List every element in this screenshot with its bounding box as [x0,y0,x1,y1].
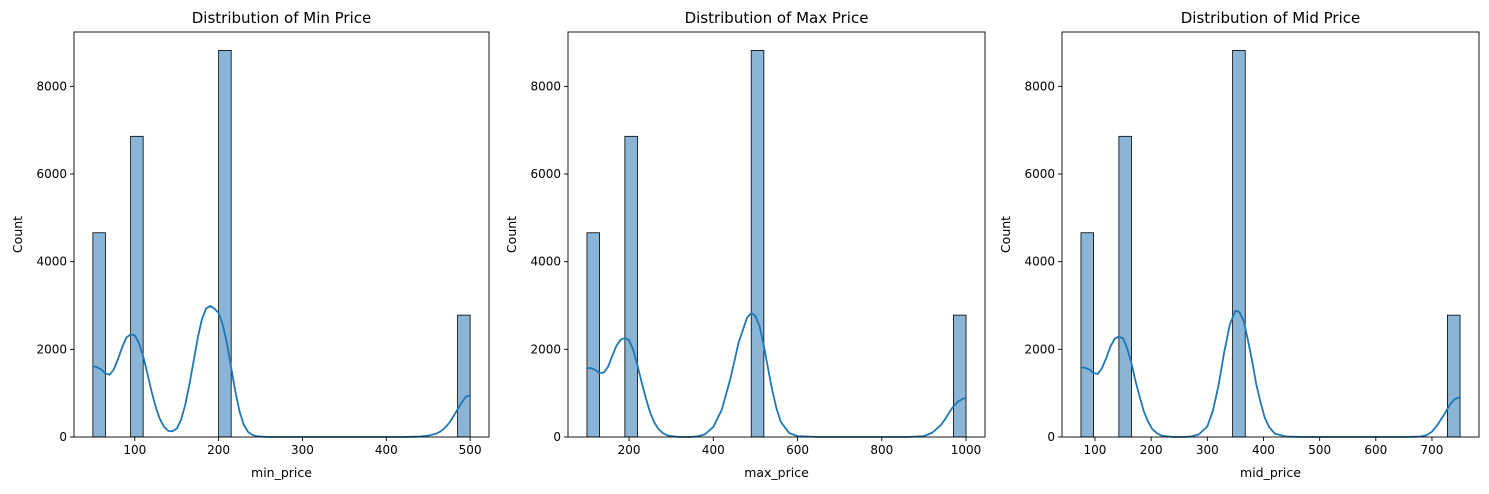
x-tick-label: 500 [1308,443,1331,457]
x-tick-label: 400 [702,443,725,457]
y-tick-label: 8000 [1024,79,1055,93]
histogram-bar [92,232,106,438]
y-tick-label: 0 [1047,430,1055,444]
y-tick-label: 6000 [530,167,561,181]
x-tick-label: 600 [1364,443,1387,457]
x-axis-label: mid_price [1240,465,1301,480]
histogram-bar [1447,314,1461,438]
histogram-bar [1232,50,1246,438]
kde-line [91,305,472,438]
x-tick-label: 300 [291,443,314,457]
x-axis-label: min_price [251,465,312,480]
y-tick-label: 2000 [1024,342,1055,356]
y-tick-label: 6000 [1024,167,1055,181]
x-tick-label: 500 [459,443,482,457]
y-axis-label: Count [998,216,1013,253]
x-axis-label: max_price [744,465,809,480]
kde-line [1080,309,1461,438]
x-tick-label: 400 [375,443,398,457]
histogram-bar [624,135,638,438]
histogram-bar [1080,232,1094,438]
y-tick-label: 8000 [36,79,67,93]
x-tick-label: 1000 [951,443,982,457]
y-tick-label: 4000 [36,255,67,269]
y-axis-label: Count [504,216,519,253]
x-tick-label: 100 [1084,443,1107,457]
chart-title: Distribution of Min Price [192,9,371,27]
x-tick-label: 300 [1196,443,1219,457]
histogram-bar [750,50,765,438]
histogram-bar [218,50,232,438]
x-tick-label: 600 [786,443,809,457]
chart-title: Distribution of Max Price [685,9,869,27]
x-tick-label: 200 [207,443,230,457]
x-tick-label: 100 [123,443,146,457]
y-tick-label: 4000 [1024,255,1055,269]
histogram-bar [457,314,471,438]
axes-frame [73,31,490,438]
y-axis-label: Count [10,216,25,253]
histogram-bar [953,314,967,438]
y-tick-label: 6000 [36,167,67,181]
x-tick-label: 700 [1421,443,1444,457]
chart-panel-3: 100 200 300 400 500 600 700 0 2000 4000 6000 8000 Di… [998,9,1480,480]
y-tick-label: 4000 [530,255,561,269]
y-tick-label: 2000 [36,342,67,356]
chart-panel-1: 100 200 300 400 500 0 2000 4000 6000 8000 Distribu… [10,9,490,480]
histogram-bar [586,232,600,438]
axes-frame [567,31,986,438]
chart-panel-2: 200 400 600 800 1000 0 2000 4000 6000 8000 Distrib… [504,9,986,480]
x-tick-label: 400 [1252,443,1275,457]
axes-frame [1061,31,1480,438]
x-tick-label: 800 [870,443,893,457]
x-tick-label: 200 [1140,443,1163,457]
y-tick-label: 0 [553,430,561,444]
kde-line [586,312,967,438]
y-tick-label: 8000 [530,79,561,93]
histogram-bar [130,135,144,438]
y-tick-label: 2000 [530,342,561,356]
y-tick-label: 0 [59,430,67,444]
chart-title: Distribution of Mid Price [1181,9,1361,27]
histogram-bar [1118,135,1132,438]
x-tick-label: 200 [618,443,641,457]
